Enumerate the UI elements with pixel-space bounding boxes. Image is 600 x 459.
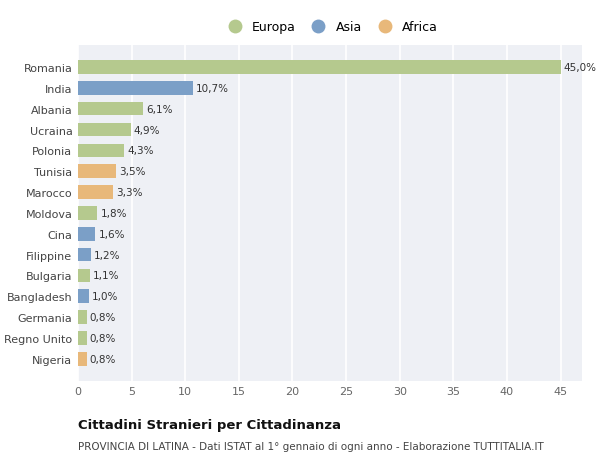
Bar	[78, 165, 116, 179]
Bar	[78, 207, 97, 220]
Text: 1,1%: 1,1%	[93, 271, 119, 281]
Text: 1,0%: 1,0%	[92, 291, 118, 302]
Text: 0,8%: 0,8%	[90, 354, 116, 364]
Bar	[78, 311, 86, 324]
Text: 3,3%: 3,3%	[116, 188, 143, 198]
Bar	[78, 82, 193, 95]
Text: 4,3%: 4,3%	[127, 146, 154, 156]
Bar	[78, 123, 131, 137]
Text: 1,8%: 1,8%	[101, 208, 127, 218]
Text: 45,0%: 45,0%	[564, 63, 597, 73]
Bar	[78, 103, 143, 116]
Text: 1,2%: 1,2%	[94, 250, 121, 260]
Bar	[78, 269, 90, 283]
Text: 0,8%: 0,8%	[90, 333, 116, 343]
Bar	[78, 248, 91, 262]
Bar	[78, 228, 95, 241]
Bar	[78, 331, 86, 345]
Bar	[78, 290, 89, 303]
Bar	[78, 61, 560, 75]
Text: 4,9%: 4,9%	[134, 125, 160, 135]
Bar	[78, 352, 86, 366]
Legend: Europa, Asia, Africa: Europa, Asia, Africa	[220, 19, 440, 37]
Text: 10,7%: 10,7%	[196, 84, 229, 94]
Text: 6,1%: 6,1%	[146, 105, 173, 114]
Bar	[78, 144, 124, 158]
Text: 3,5%: 3,5%	[119, 167, 145, 177]
Text: Cittadini Stranieri per Cittadinanza: Cittadini Stranieri per Cittadinanza	[78, 418, 341, 431]
Bar	[78, 186, 113, 199]
Text: PROVINCIA DI LATINA - Dati ISTAT al 1° gennaio di ogni anno - Elaborazione TUTTI: PROVINCIA DI LATINA - Dati ISTAT al 1° g…	[78, 441, 544, 451]
Text: 1,6%: 1,6%	[98, 229, 125, 239]
Text: 0,8%: 0,8%	[90, 313, 116, 322]
